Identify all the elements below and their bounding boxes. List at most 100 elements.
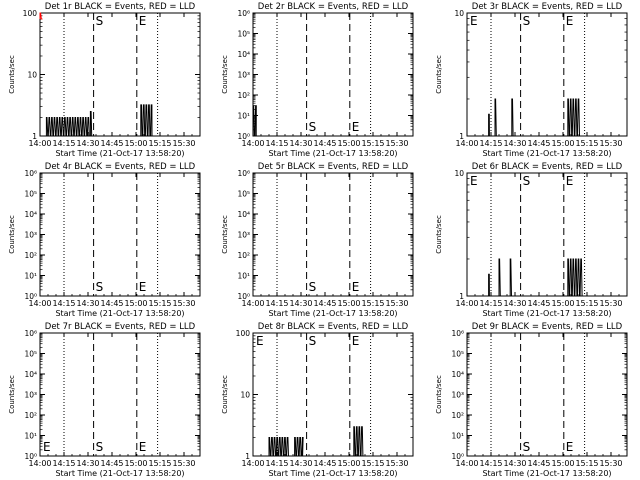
y-tick-label: 10⁰ <box>237 292 250 301</box>
panel-5: Det 5r BLACK = Events, RED = LLD Start Ti… <box>221 162 414 318</box>
y-tick-label: 10 <box>240 391 250 400</box>
series-events-trace <box>509 258 513 297</box>
x-tick-label: 15:30 <box>385 459 408 468</box>
x-tick-label: 14:45 <box>100 299 123 308</box>
x-tick-label: 14:30 <box>289 299 312 308</box>
x-tick-label: 14:15 <box>265 139 288 148</box>
x-tick-label: 15:15 <box>361 299 384 308</box>
x-axis-label: Start Time (21-Oct-17 13:58:20) <box>482 469 611 478</box>
y-tick-label: 10⁶ <box>24 169 37 178</box>
x-tick-label: 14:30 <box>76 139 99 148</box>
x-tick-label: 15:15 <box>148 459 171 468</box>
x-tick-label: 14:45 <box>313 139 336 148</box>
y-axis-label: Counts/sec <box>435 375 443 414</box>
y-axis-label: Counts/sec <box>8 215 16 254</box>
y-axis-label: Counts/sec <box>8 375 16 414</box>
x-tick-label: 15:30 <box>172 139 195 148</box>
x-tick-label: 15:00 <box>551 299 574 308</box>
y-tick-label: 10⁰ <box>451 452 464 461</box>
event-marker-label: S <box>523 440 531 454</box>
x-tick-label: 14:00 <box>455 459 478 468</box>
x-axis-label: Start Time (21-Oct-17 13:58:20) <box>482 149 611 158</box>
y-tick-label: 10 <box>454 169 464 178</box>
y-tick-label: 10⁶ <box>237 9 250 18</box>
event-marker-label: E <box>43 440 51 454</box>
event-marker-label: E <box>352 280 360 294</box>
series-events-trace <box>567 98 581 137</box>
y-tick-label: 10⁶ <box>237 169 250 178</box>
y-tick-label: 10¹ <box>237 112 250 121</box>
panel-2: Det 2r BLACK = Events, RED = LLD Start Ti… <box>221 2 414 158</box>
x-tick-label: 14:15 <box>479 139 502 148</box>
y-tick-label: 10³ <box>237 231 250 240</box>
series-events-trace <box>567 258 583 297</box>
y-tick-label: 10⁶ <box>451 329 464 338</box>
y-tick-label: 1 <box>459 292 464 301</box>
event-marker-label: E <box>139 440 147 454</box>
event-marker-label: S <box>523 14 531 28</box>
x-tick-label: 15:30 <box>385 299 408 308</box>
series-events-trace <box>511 98 514 137</box>
y-tick-label: 10 <box>454 9 464 18</box>
x-tick-label: 14:15 <box>52 139 75 148</box>
x-tick-label: 14:00 <box>28 139 51 148</box>
x-tick-label: 14:00 <box>241 139 264 148</box>
y-axis-label: Counts/sec <box>221 215 229 254</box>
y-axis-label: Counts/sec <box>221 55 229 94</box>
x-axis-label: Start Time (21-Oct-17 13:58:20) <box>268 469 397 478</box>
panel-title: Det 4r BLACK = Events, RED = LLD <box>45 162 196 172</box>
panel-title: Det 9r BLACK = Events, RED = LLD <box>472 322 623 332</box>
y-tick-label: 1 <box>32 132 37 141</box>
event-marker-label: S <box>96 14 104 28</box>
x-tick-label: 14:30 <box>289 459 312 468</box>
x-tick-label: 14:00 <box>28 299 51 308</box>
x-tick-label: 14:15 <box>479 299 502 308</box>
x-tick-label: 15:15 <box>575 139 598 148</box>
x-tick-label: 14:45 <box>527 299 550 308</box>
x-tick-label: 15:00 <box>124 459 147 468</box>
x-tick-label: 14:30 <box>76 299 99 308</box>
event-marker-label: E <box>256 334 264 348</box>
x-tick-label: 15:30 <box>599 299 622 308</box>
panel-3: Det 3r BLACK = Events, RED = LLD Start Ti… <box>435 2 628 158</box>
y-tick-label: 10¹ <box>24 272 37 281</box>
x-tick-label: 14:15 <box>265 299 288 308</box>
x-axis-label: Start Time (21-Oct-17 13:58:20) <box>482 309 611 318</box>
event-marker-label: E <box>470 174 478 188</box>
event-marker-label: E <box>352 334 360 348</box>
panel-title: Det 1r BLACK = Events, RED = LLD <box>45 2 196 12</box>
event-marker-label: E <box>566 440 574 454</box>
y-axis-label: Counts/sec <box>221 375 229 414</box>
series-events-trace <box>294 437 304 457</box>
panel-1: Det 1r BLACK = Events, RED = LLD Start Ti… <box>8 2 201 158</box>
x-tick-label: 14:00 <box>241 299 264 308</box>
x-tick-label: 15:00 <box>551 459 574 468</box>
event-marker-label: E <box>566 14 574 28</box>
x-tick-label: 15:15 <box>148 139 171 148</box>
x-tick-label: 15:00 <box>124 139 147 148</box>
y-tick-label: 100 <box>236 329 251 338</box>
x-tick-label: 14:30 <box>289 139 312 148</box>
y-tick-label: 10⁴ <box>237 50 250 59</box>
y-tick-label: 10 <box>27 71 37 80</box>
event-marker-label: E <box>566 174 574 188</box>
y-tick-label: 10² <box>237 251 250 260</box>
x-tick-label: 14:30 <box>76 459 99 468</box>
event-marker-label: S <box>96 440 104 454</box>
event-marker-label: S <box>523 174 531 188</box>
series-events-trace <box>140 104 153 137</box>
x-tick-label: 14:45 <box>527 459 550 468</box>
event-marker-label: E <box>470 14 478 28</box>
x-tick-label: 15:00 <box>337 459 360 468</box>
series-events-trace <box>488 113 490 137</box>
y-axis-label: Counts/sec <box>435 55 443 94</box>
y-tick-label: 10² <box>24 411 37 420</box>
x-axis-label: Start Time (21-Oct-17 13:58:20) <box>55 149 184 158</box>
y-tick-label: 10¹ <box>24 432 37 441</box>
y-tick-label: 10⁴ <box>24 210 37 219</box>
x-tick-label: 15:00 <box>337 299 360 308</box>
y-tick-label: 10⁰ <box>237 132 250 141</box>
y-tick-label: 100 <box>23 9 38 18</box>
event-marker-label: E <box>139 14 147 28</box>
